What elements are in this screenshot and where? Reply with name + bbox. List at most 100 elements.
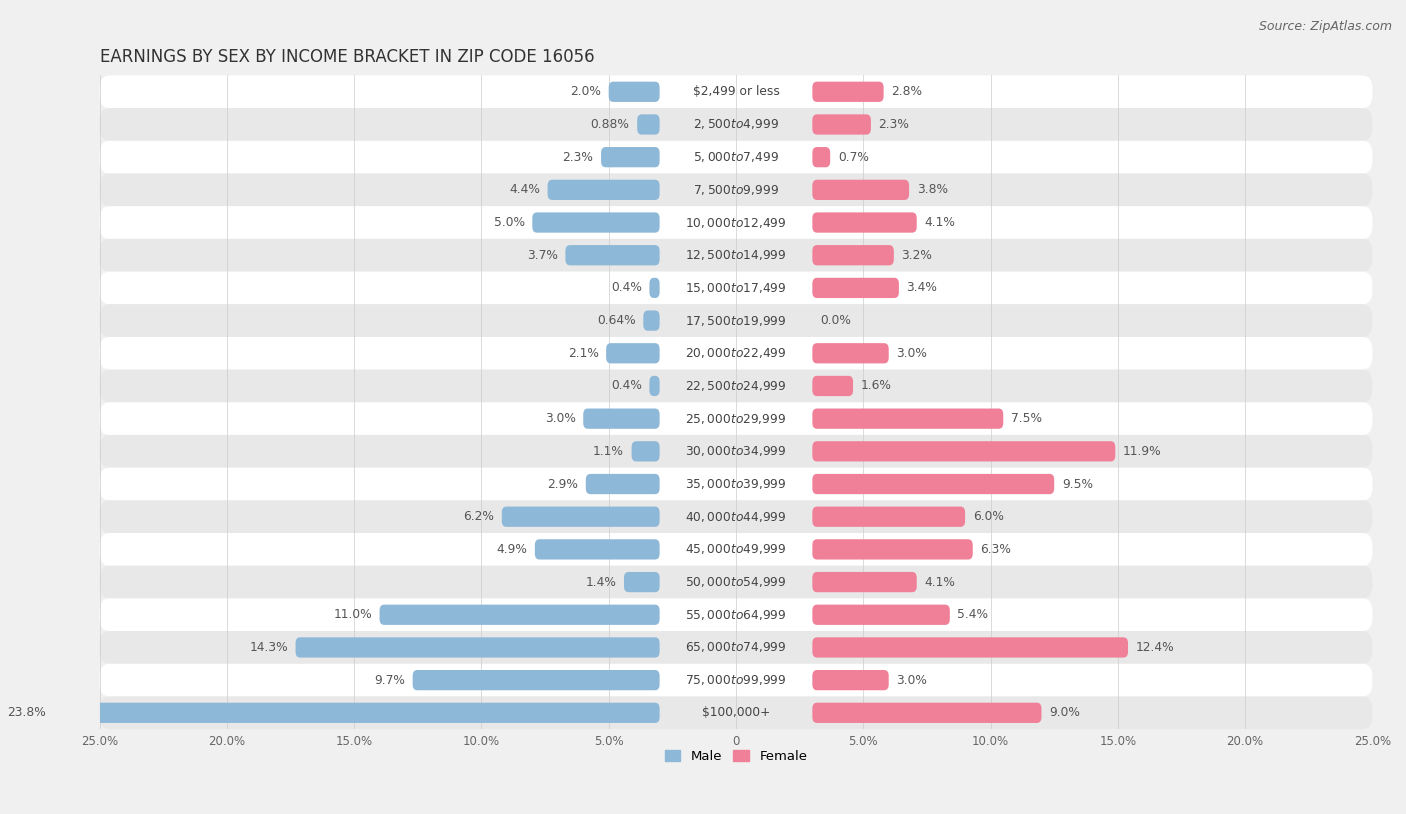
- FancyBboxPatch shape: [609, 81, 659, 102]
- Text: $2,500 to $4,999: $2,500 to $4,999: [693, 117, 779, 132]
- Text: 0.4%: 0.4%: [610, 379, 641, 392]
- Text: $100,000+: $100,000+: [702, 707, 770, 720]
- Text: $12,500 to $14,999: $12,500 to $14,999: [685, 248, 787, 262]
- FancyBboxPatch shape: [631, 441, 659, 462]
- Text: $75,000 to $99,999: $75,000 to $99,999: [685, 673, 787, 687]
- Text: $35,000 to $39,999: $35,000 to $39,999: [685, 477, 787, 491]
- FancyBboxPatch shape: [600, 147, 659, 168]
- Text: 4.1%: 4.1%: [924, 575, 955, 589]
- FancyBboxPatch shape: [813, 605, 950, 625]
- FancyBboxPatch shape: [813, 670, 889, 690]
- Text: 11.0%: 11.0%: [333, 608, 373, 621]
- Text: $7,500 to $9,999: $7,500 to $9,999: [693, 183, 779, 197]
- Text: 3.0%: 3.0%: [544, 412, 575, 425]
- FancyBboxPatch shape: [813, 702, 1042, 723]
- Text: $20,000 to $22,499: $20,000 to $22,499: [685, 346, 787, 361]
- Text: Source: ZipAtlas.com: Source: ZipAtlas.com: [1258, 20, 1392, 33]
- Text: 3.0%: 3.0%: [897, 347, 927, 360]
- Text: $40,000 to $44,999: $40,000 to $44,999: [685, 510, 787, 523]
- FancyBboxPatch shape: [295, 637, 659, 658]
- FancyBboxPatch shape: [100, 206, 1372, 239]
- Text: 23.8%: 23.8%: [7, 707, 46, 720]
- Text: $55,000 to $64,999: $55,000 to $64,999: [685, 608, 787, 622]
- Text: 12.4%: 12.4%: [1136, 641, 1174, 654]
- Text: 3.7%: 3.7%: [527, 249, 558, 262]
- Text: 3.8%: 3.8%: [917, 183, 948, 196]
- Text: 3.4%: 3.4%: [907, 282, 938, 295]
- Text: 7.5%: 7.5%: [1011, 412, 1042, 425]
- FancyBboxPatch shape: [100, 239, 1372, 272]
- Text: 14.3%: 14.3%: [249, 641, 288, 654]
- FancyBboxPatch shape: [100, 631, 1372, 663]
- Text: 5.0%: 5.0%: [494, 216, 524, 229]
- Text: 4.1%: 4.1%: [924, 216, 955, 229]
- FancyBboxPatch shape: [100, 435, 1372, 468]
- Text: $2,499 or less: $2,499 or less: [693, 85, 779, 98]
- Text: 9.0%: 9.0%: [1049, 707, 1080, 720]
- Text: 1.6%: 1.6%: [860, 379, 891, 392]
- FancyBboxPatch shape: [412, 670, 659, 690]
- FancyBboxPatch shape: [813, 539, 973, 559]
- FancyBboxPatch shape: [813, 114, 870, 134]
- FancyBboxPatch shape: [100, 108, 1372, 141]
- Text: 2.0%: 2.0%: [571, 85, 600, 98]
- Text: 3.0%: 3.0%: [897, 674, 927, 687]
- Text: 6.0%: 6.0%: [973, 510, 1004, 523]
- FancyBboxPatch shape: [813, 245, 894, 265]
- FancyBboxPatch shape: [100, 272, 1372, 304]
- FancyBboxPatch shape: [650, 376, 659, 396]
- Text: $65,000 to $74,999: $65,000 to $74,999: [685, 641, 787, 654]
- Text: 0.0%: 0.0%: [820, 314, 851, 327]
- FancyBboxPatch shape: [100, 370, 1372, 402]
- FancyBboxPatch shape: [813, 180, 910, 200]
- Text: 2.8%: 2.8%: [891, 85, 922, 98]
- Text: $10,000 to $12,499: $10,000 to $12,499: [685, 216, 787, 230]
- Text: 9.5%: 9.5%: [1062, 478, 1092, 491]
- Text: $25,000 to $29,999: $25,000 to $29,999: [685, 412, 786, 426]
- FancyBboxPatch shape: [100, 533, 1372, 566]
- Text: 0.4%: 0.4%: [610, 282, 641, 295]
- Text: 2.9%: 2.9%: [547, 478, 578, 491]
- FancyBboxPatch shape: [100, 304, 1372, 337]
- FancyBboxPatch shape: [533, 212, 659, 233]
- FancyBboxPatch shape: [813, 441, 1115, 462]
- FancyBboxPatch shape: [583, 409, 659, 429]
- FancyBboxPatch shape: [534, 539, 659, 559]
- Text: 6.3%: 6.3%: [980, 543, 1011, 556]
- FancyBboxPatch shape: [100, 173, 1372, 206]
- FancyBboxPatch shape: [813, 409, 1004, 429]
- Text: 6.2%: 6.2%: [463, 510, 494, 523]
- Text: 5.4%: 5.4%: [957, 608, 988, 621]
- Text: 4.4%: 4.4%: [509, 183, 540, 196]
- Text: 3.2%: 3.2%: [901, 249, 932, 262]
- FancyBboxPatch shape: [100, 402, 1372, 435]
- Text: 9.7%: 9.7%: [374, 674, 405, 687]
- Text: $17,500 to $19,999: $17,500 to $19,999: [685, 313, 787, 327]
- FancyBboxPatch shape: [813, 147, 830, 168]
- FancyBboxPatch shape: [650, 278, 659, 298]
- FancyBboxPatch shape: [644, 310, 659, 330]
- FancyBboxPatch shape: [813, 506, 965, 527]
- FancyBboxPatch shape: [100, 663, 1372, 697]
- Text: $5,000 to $7,499: $5,000 to $7,499: [693, 150, 779, 164]
- Text: 0.7%: 0.7%: [838, 151, 869, 164]
- FancyBboxPatch shape: [380, 605, 659, 625]
- FancyBboxPatch shape: [100, 697, 1372, 729]
- FancyBboxPatch shape: [813, 474, 1054, 494]
- Text: $15,000 to $17,499: $15,000 to $17,499: [685, 281, 787, 295]
- FancyBboxPatch shape: [813, 344, 889, 363]
- FancyBboxPatch shape: [100, 141, 1372, 173]
- FancyBboxPatch shape: [53, 702, 659, 723]
- FancyBboxPatch shape: [813, 376, 853, 396]
- FancyBboxPatch shape: [813, 278, 898, 298]
- FancyBboxPatch shape: [813, 572, 917, 593]
- FancyBboxPatch shape: [100, 337, 1372, 370]
- Text: 11.9%: 11.9%: [1123, 444, 1161, 457]
- Text: $45,000 to $49,999: $45,000 to $49,999: [685, 542, 787, 557]
- Text: 0.64%: 0.64%: [598, 314, 636, 327]
- FancyBboxPatch shape: [100, 76, 1372, 108]
- Text: 1.4%: 1.4%: [585, 575, 616, 589]
- Text: EARNINGS BY SEX BY INCOME BRACKET IN ZIP CODE 16056: EARNINGS BY SEX BY INCOME BRACKET IN ZIP…: [100, 47, 595, 66]
- FancyBboxPatch shape: [606, 344, 659, 363]
- FancyBboxPatch shape: [100, 566, 1372, 598]
